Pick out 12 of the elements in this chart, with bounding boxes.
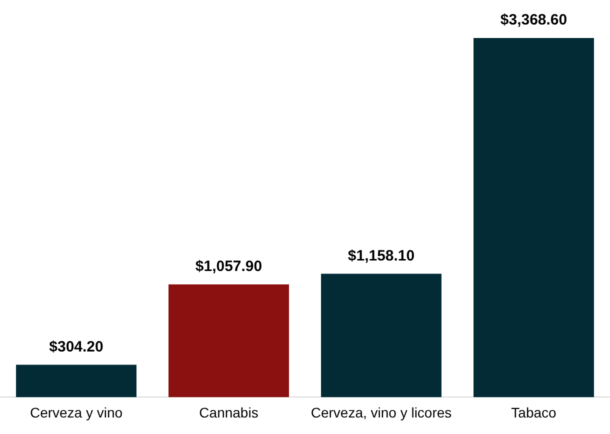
x-tick-label: Cerveza, vino y licores (310, 404, 452, 420)
bar (16, 364, 136, 398)
data-label: $1,158.10 (348, 247, 415, 264)
data-label: $1,057.90 (195, 258, 262, 276)
x-tick-label: Tabaco (511, 404, 557, 420)
data-label: $304.20 (49, 338, 104, 356)
data-label: $3,368.60 (500, 12, 568, 29)
bar (168, 284, 289, 398)
x-tick-label: Cerveza y vino (30, 404, 123, 420)
bar (321, 274, 442, 398)
x-tick-label: Cannabis (199, 404, 258, 420)
bar (474, 38, 594, 398)
